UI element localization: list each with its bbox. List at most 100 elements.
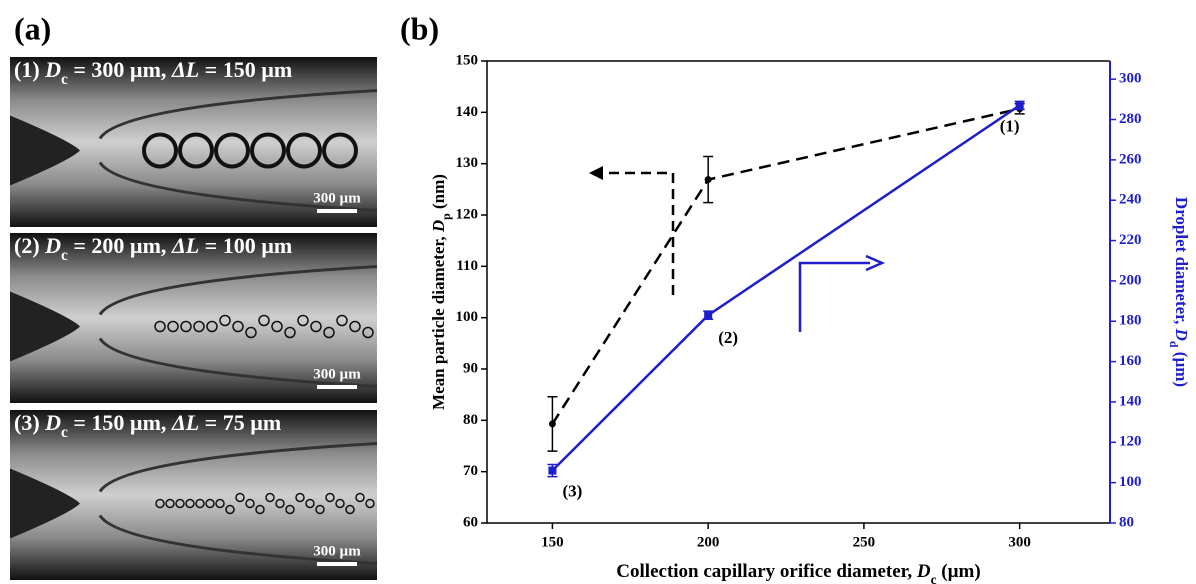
y-tick-label: 80 (463, 412, 478, 428)
arrow-head (589, 166, 603, 180)
series-line (551, 107, 1020, 425)
droplet (180, 320, 192, 333)
droplet (214, 132, 250, 169)
y-tick-label: 70 (463, 463, 478, 479)
droplet (275, 498, 285, 509)
injection-capillary (10, 291, 80, 362)
collection-capillary (98, 265, 378, 388)
left-arrow (600, 171, 675, 295)
micrograph (10, 233, 377, 403)
y2-tick-label: 200 (1119, 272, 1142, 288)
droplet (265, 492, 275, 503)
droplet (295, 492, 305, 503)
y2-tick-label: 100 (1119, 474, 1142, 490)
label-part: c (61, 247, 68, 264)
droplet (349, 320, 361, 333)
droplet (245, 326, 257, 339)
droplet (142, 132, 178, 169)
label-part: = 150 µm, (68, 410, 172, 435)
droplet (365, 498, 375, 509)
y-tick-label: 60 (463, 514, 478, 530)
y-tick-label: 130 (456, 155, 479, 171)
label-part: (µm) (937, 561, 981, 582)
label-part: p (439, 213, 453, 220)
marker (1015, 101, 1024, 110)
y2-tick-label: 220 (1119, 232, 1142, 248)
droplet (323, 326, 335, 339)
injection-capillary (10, 115, 80, 186)
label-part: d (1167, 341, 1181, 348)
y-tick-label: 140 (456, 104, 479, 120)
label-part: = 200 µm, (68, 233, 172, 258)
droplet (305, 498, 315, 509)
label-part: c (61, 71, 68, 88)
label-part: D (44, 57, 61, 82)
droplet (205, 498, 215, 509)
x-tick-label: 200 (697, 534, 720, 550)
y2-tick-label: 180 (1119, 313, 1142, 329)
label-part: ΔL (171, 57, 199, 82)
label-part: (nm) (429, 174, 448, 213)
annotation: (1) (1000, 116, 1020, 135)
droplet (322, 132, 358, 169)
scale-bar-label: 300 µm (313, 366, 361, 382)
y2-tick-label: 160 (1119, 353, 1142, 369)
droplet (325, 492, 335, 503)
arrow-head (865, 254, 886, 272)
collection-capillary (98, 89, 378, 212)
panel-label: (b) (400, 10, 439, 46)
y2-tick-label: 120 (1119, 434, 1142, 450)
label: Mean particle diameter, Dp (nm) (429, 174, 453, 410)
y2-tick-label: 240 (1119, 192, 1142, 208)
marker (704, 311, 713, 320)
plot-frame (486, 60, 1110, 524)
scale-bar-label: 300 µm (313, 543, 361, 559)
scale-bar (317, 562, 357, 566)
y2-tick-label: 140 (1119, 393, 1142, 409)
droplet (362, 326, 374, 339)
droplet (336, 314, 348, 327)
label-part: ΔL (171, 410, 199, 435)
x-tick-label: 250 (853, 534, 876, 550)
injection-capillary (10, 468, 80, 539)
label: Collection capillary orifice diameter, D… (616, 561, 980, 584)
droplet (310, 320, 322, 333)
droplet (193, 320, 205, 333)
marker (704, 176, 712, 184)
x-tick-label: 150 (541, 534, 564, 550)
label-part: D (44, 410, 61, 435)
droplet (155, 498, 165, 509)
series-line (551, 104, 1021, 472)
label-part: D (44, 233, 61, 258)
scale-bar (317, 385, 357, 389)
label-part: (3) (14, 410, 45, 435)
label-part: D (429, 220, 448, 233)
label-part: (1) (14, 57, 45, 82)
marker (548, 420, 556, 428)
droplet (195, 498, 205, 509)
annotation: (3) (563, 481, 583, 500)
y-tick-label: 100 (456, 309, 479, 325)
label: (2) Dc = 200 µm, ΔL = 100 µm (14, 233, 292, 264)
y2-tick-label: 260 (1119, 151, 1142, 167)
droplet (185, 498, 195, 509)
label-part: D (1172, 328, 1191, 341)
droplet (315, 504, 325, 515)
droplet (255, 504, 265, 515)
label-part: Droplet diameter, (1172, 197, 1191, 329)
droplet (178, 132, 214, 169)
y2-tick-label: 80 (1119, 514, 1134, 530)
droplet (219, 314, 231, 327)
y-tick-label: 150 (456, 52, 479, 68)
label-part: D (916, 561, 931, 582)
label: (3) Dc = 150 µm, ΔL = 75 µm (14, 410, 281, 441)
label-part: ΔL (171, 233, 199, 258)
droplet (258, 314, 270, 327)
micrographs: (1) Dc = 300 µm, ΔL = 150 µm 300 µm (2) Dc… (10, 57, 378, 580)
chart: 60 70 80 90 100 110 120 130 140 150 80 100 120 140 160… (429, 52, 1191, 584)
marker (548, 466, 557, 475)
droplet (245, 498, 255, 509)
droplet (167, 320, 179, 333)
label-part: = 150 µm (199, 57, 292, 82)
label-part: c (931, 572, 937, 584)
